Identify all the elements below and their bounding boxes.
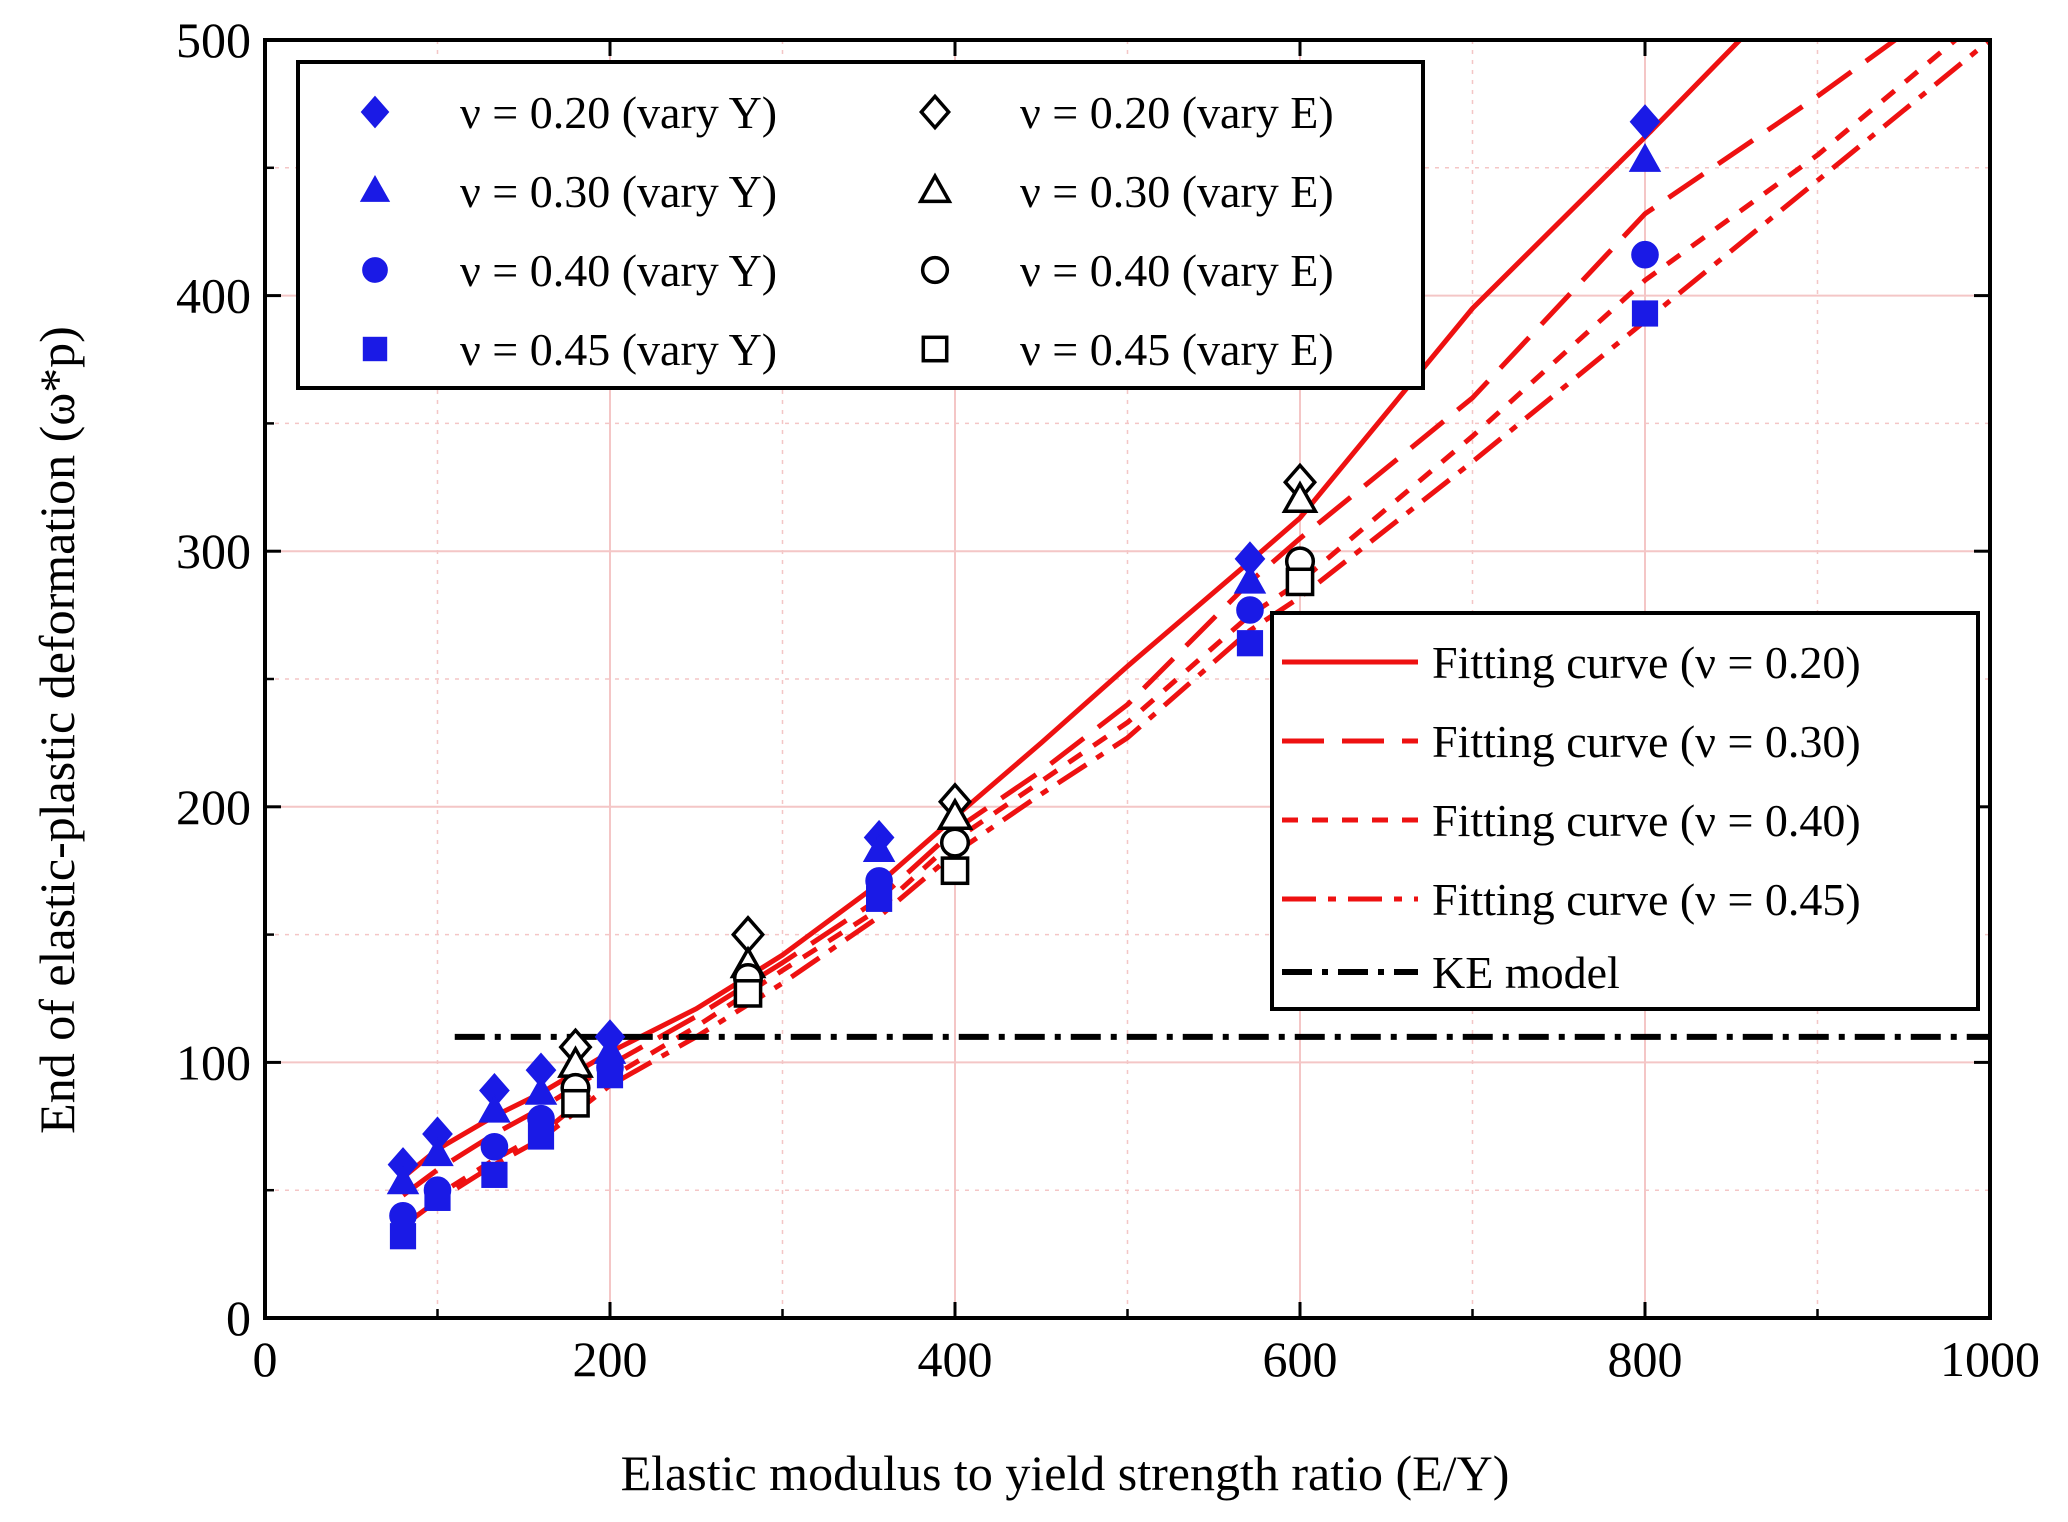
y-tick-label: 500 — [176, 12, 251, 68]
legend-label: Fitting curve (ν = 0.45) — [1432, 874, 1861, 925]
legend-label: ν = 0.40 (vary Y) — [460, 245, 777, 296]
data-point-square — [1631, 300, 1659, 327]
y-tick-label: 400 — [176, 268, 251, 324]
y-axis-title: End of elastic-plastic deformation (ω*p) — [29, 326, 85, 1134]
legend-curves: Fitting curve (ν = 0.20) Fitting curve (ν… — [1270, 611, 1980, 1011]
x-tick-label: 600 — [1263, 1331, 1338, 1387]
legend-marker-diamond — [360, 95, 390, 129]
legend-markers-box — [296, 60, 1425, 390]
data-point-square — [940, 856, 970, 886]
legend-label: ν = 0.40 (vary E) — [1020, 245, 1334, 296]
data-point-square — [596, 1062, 624, 1089]
legend-label: Fitting curve (ν = 0.40) — [1432, 795, 1861, 846]
legend-label: ν = 0.20 (vary E) — [1020, 87, 1334, 138]
data-point-triangle — [524, 1075, 558, 1105]
data-point-triangle — [421, 1137, 454, 1167]
data-point-square — [866, 885, 893, 912]
legend-marker-triangle — [359, 175, 391, 202]
legend-label: ν = 0.30 (vary E) — [1020, 166, 1334, 217]
y-tick-label: 0 — [226, 1290, 251, 1346]
x-tick-label: 200 — [573, 1331, 648, 1387]
x-tick-label: 1000 — [1940, 1331, 2040, 1387]
legend-label: ν = 0.45 (vary Y) — [460, 324, 777, 375]
legend-marker-square — [362, 336, 388, 362]
legend-marker-diamond — [919, 93, 951, 131]
data-point-triangle — [1281, 480, 1319, 514]
axis-ticks: 0 200 400 600 800 1000 0 100 200 300 400 500 — [176, 12, 2040, 1387]
data-point-square — [481, 1161, 508, 1188]
data-point-triangle — [386, 1165, 420, 1195]
data-point-circle — [939, 827, 971, 858]
legend-label: Fitting curve (ν = 0.20) — [1432, 637, 1861, 688]
x-tick-label: 400 — [918, 1331, 993, 1387]
data-point-circle — [1631, 240, 1659, 269]
x-axis-title: Elastic modulus to yield strength ratio … — [621, 1445, 1510, 1501]
legend-marker-circle — [920, 255, 950, 285]
legend-label: ν = 0.20 (vary Y) — [460, 87, 777, 138]
data-point-square — [1236, 630, 1264, 657]
fitting-curve-line — [401, 38, 1742, 1180]
y-tick-label: 100 — [176, 1034, 251, 1090]
data-point-triangle — [478, 1093, 511, 1123]
legend-label: Fitting curve (ν = 0.30) — [1432, 716, 1861, 767]
data-point-square — [527, 1123, 555, 1150]
data-point-diamond — [1629, 104, 1661, 140]
legend-marker-square — [921, 335, 949, 363]
data-point-circle — [480, 1132, 509, 1161]
legend-markers: ν = 0.20 (vary Y) ν = 0.20 (vary E) ν = 0.… — [296, 60, 1425, 390]
data-point-square — [1285, 567, 1315, 597]
data-point-circle — [1236, 596, 1264, 624]
data-point-square — [733, 979, 763, 1008]
legend-label: ν = 0.30 (vary Y) — [460, 166, 777, 217]
data-point-square — [389, 1223, 417, 1250]
legend-label: KE model — [1432, 947, 1620, 998]
y-tick-label: 200 — [176, 779, 251, 835]
data-markers — [386, 104, 1662, 1250]
y-tick-label: 300 — [176, 523, 251, 579]
legend-marker-circle — [362, 257, 388, 283]
x-tick-label: 0 — [253, 1331, 278, 1387]
data-point-triangle — [1628, 143, 1662, 172]
x-tick-label: 800 — [1608, 1331, 1683, 1387]
legend-marker-triangle — [917, 172, 953, 204]
data-point-triangle — [1233, 564, 1267, 594]
data-point-square — [424, 1184, 451, 1211]
legend-label: ν = 0.45 (vary E) — [1020, 324, 1334, 375]
legend-curves-box — [1270, 611, 1980, 1011]
data-point-triangle — [862, 833, 896, 862]
data-point-square — [561, 1088, 590, 1118]
